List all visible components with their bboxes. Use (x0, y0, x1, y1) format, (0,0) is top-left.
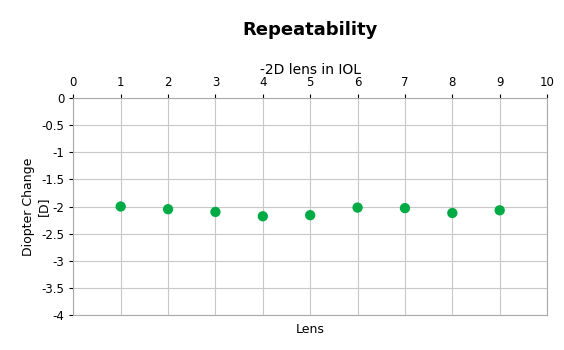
Text: -2D lens in IOL: -2D lens in IOL (259, 63, 361, 77)
Point (400, 205, 409, 211)
Point (211, 209, 220, 215)
Point (448, 210, 457, 216)
Text: Repeatability: Repeatability (243, 21, 378, 39)
Point (495, 208, 504, 213)
Point (353, 205, 362, 210)
Point (164, 206, 173, 212)
Point (306, 212, 315, 218)
Point (116, 204, 125, 209)
Y-axis label: Diopter Change
[D]: Diopter Change [D] (22, 157, 50, 256)
X-axis label: Lens: Lens (296, 323, 325, 336)
Point (258, 214, 267, 219)
